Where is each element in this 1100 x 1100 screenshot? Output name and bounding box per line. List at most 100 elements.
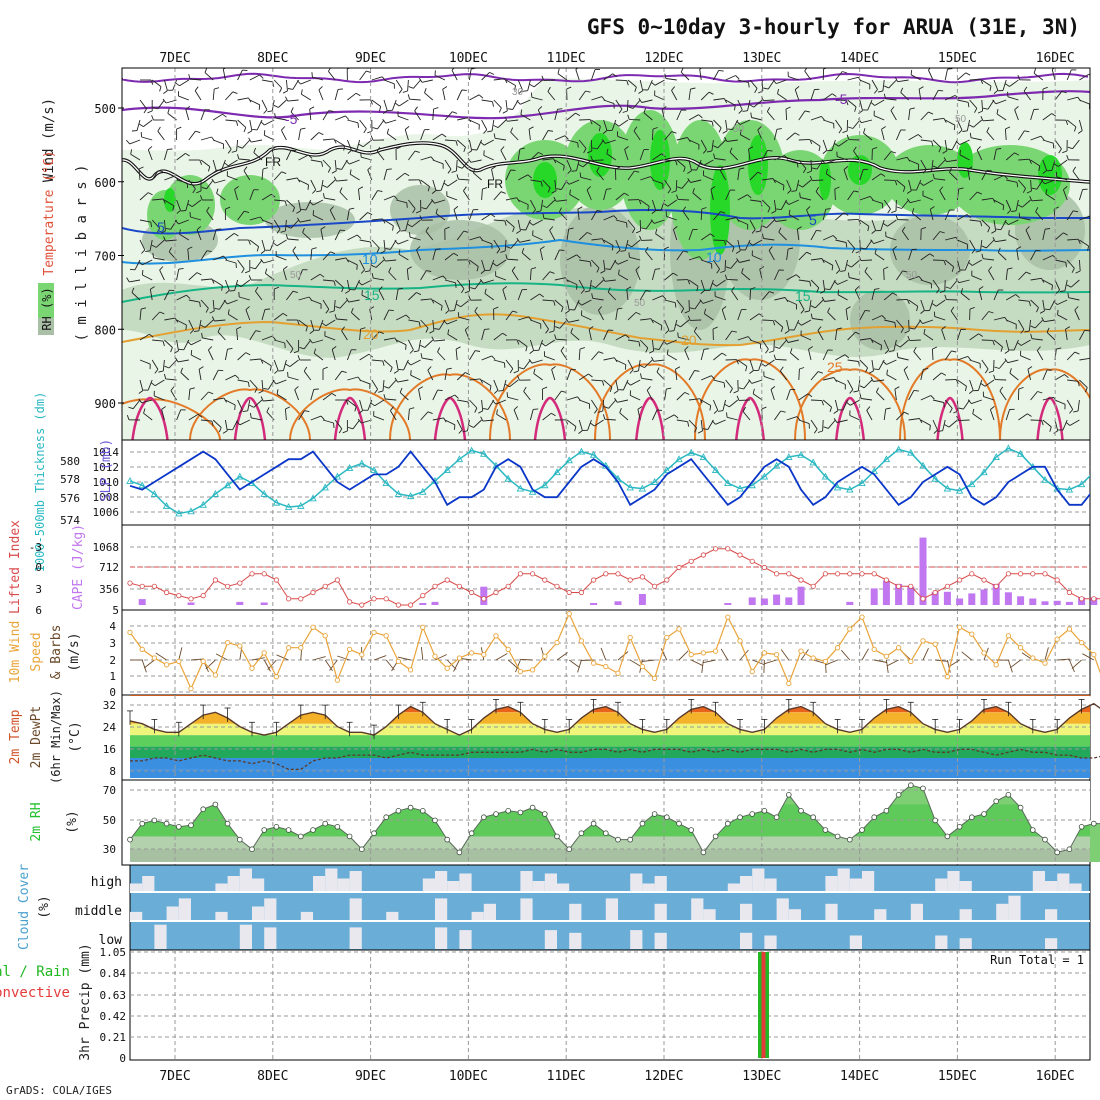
wind-barb-flag bbox=[159, 311, 165, 315]
wind-barb-flag bbox=[602, 130, 608, 134]
wind-barb bbox=[468, 69, 472, 81]
wind-barb-flag bbox=[443, 320, 448, 325]
wind-barb-flag bbox=[309, 106, 315, 110]
wind-barb bbox=[590, 69, 596, 81]
wind-barb-flag bbox=[299, 346, 305, 350]
wind-barb-flag bbox=[888, 350, 894, 352]
cloud-cell bbox=[142, 876, 155, 891]
wind10-marker bbox=[249, 665, 255, 671]
wind-barb-flag bbox=[248, 97, 252, 103]
rh-blob-bright bbox=[1038, 155, 1062, 195]
wind-barb bbox=[664, 179, 672, 190]
wind-barb bbox=[202, 337, 214, 341]
wind-barb bbox=[810, 419, 818, 430]
wind-barb-flag bbox=[283, 266, 288, 270]
lifted-index-line bbox=[129, 548, 1100, 606]
wind-barb bbox=[190, 354, 202, 361]
wind-barb-flag bbox=[224, 162, 229, 167]
wind-barb-flag bbox=[968, 124, 974, 128]
wind-barb bbox=[810, 159, 813, 172]
wind-barb bbox=[913, 351, 922, 361]
wind-barb-flag bbox=[804, 310, 810, 313]
wind-barb bbox=[303, 370, 312, 381]
wind-barb bbox=[810, 279, 820, 289]
cape-bar bbox=[1004, 592, 1012, 605]
wind-barb bbox=[1051, 69, 1056, 81]
wind-barb-flag bbox=[570, 327, 574, 333]
wind-barb-flag bbox=[354, 406, 357, 412]
wind-barb-flag bbox=[506, 246, 512, 249]
wind-barb-flag bbox=[248, 275, 252, 281]
wind-barb bbox=[591, 399, 598, 410]
wind10-marker bbox=[981, 650, 987, 656]
wind-barb bbox=[1079, 239, 1089, 247]
wind-barb-flag bbox=[687, 421, 690, 427]
wind-barb bbox=[170, 390, 177, 401]
wind-barb bbox=[237, 399, 243, 411]
wind-barb bbox=[835, 354, 846, 361]
wind-barb bbox=[731, 290, 739, 301]
wind-barb bbox=[287, 376, 299, 381]
li-marker bbox=[371, 596, 377, 602]
wind-barb bbox=[242, 139, 251, 149]
wind-barb-flag bbox=[309, 338, 313, 344]
wind-barb bbox=[507, 119, 519, 122]
temp-contour-30 bbox=[835, 396, 865, 440]
wind-barb bbox=[956, 119, 963, 131]
wind-barb bbox=[147, 149, 153, 161]
wind-barb bbox=[447, 179, 458, 187]
rh2m-marker bbox=[834, 833, 841, 840]
wind-barb-flag bbox=[335, 305, 341, 309]
wind-barb bbox=[139, 99, 147, 110]
wind-barb bbox=[810, 139, 821, 147]
wind-barb bbox=[617, 259, 629, 265]
wind-barb-flag bbox=[904, 411, 909, 415]
wind-barb bbox=[908, 134, 919, 141]
wind-barb bbox=[595, 279, 604, 288]
wind-barb bbox=[920, 139, 932, 142]
wind-barb bbox=[531, 359, 543, 364]
cape-bar bbox=[919, 537, 927, 605]
wind-barb-flag bbox=[710, 375, 716, 380]
wind10-barb bbox=[660, 648, 668, 661]
wind-barb bbox=[700, 91, 710, 101]
wind-barb bbox=[261, 379, 264, 392]
wind-barb-flag bbox=[374, 389, 378, 394]
wind-barb bbox=[724, 259, 727, 272]
wind-barb-flag bbox=[969, 306, 975, 310]
thickness-marker bbox=[211, 490, 220, 497]
wind-barb bbox=[299, 219, 311, 223]
wind-barb-flag bbox=[650, 81, 656, 86]
wind-barb-flag bbox=[206, 250, 212, 253]
li-marker bbox=[615, 571, 621, 577]
wind-barb bbox=[151, 79, 162, 87]
wind10-marker bbox=[615, 670, 621, 676]
wind-barb bbox=[774, 297, 786, 301]
contour-label-rh50d: 50 bbox=[634, 298, 646, 309]
wind-barb-flag bbox=[502, 286, 507, 290]
wind-barb-flag bbox=[992, 340, 995, 346]
wind-barb bbox=[420, 156, 432, 161]
thickness-marker bbox=[589, 450, 598, 458]
wind-barb-flag bbox=[291, 149, 297, 152]
wind-barb-flag bbox=[296, 80, 301, 85]
cloud-cell bbox=[349, 898, 362, 920]
wind-barb-flag bbox=[614, 357, 618, 363]
wind-barb-flag bbox=[842, 130, 848, 134]
wind-barb-flag bbox=[780, 326, 784, 332]
wind-barb-flag bbox=[382, 218, 386, 224]
wind-barb-flag bbox=[242, 69, 248, 72]
wind-barb-flag bbox=[847, 272, 850, 278]
wind-barb-flag bbox=[833, 410, 839, 414]
wind-barb bbox=[298, 179, 309, 186]
wind-barb bbox=[237, 352, 247, 361]
wind-barb-flag bbox=[138, 398, 142, 404]
wind-barb bbox=[322, 279, 335, 282]
wind-barb bbox=[624, 239, 629, 251]
cloud-cell bbox=[727, 883, 740, 891]
wind10-barb bbox=[141, 659, 147, 673]
cape-bar bbox=[968, 593, 976, 605]
wind-barb bbox=[468, 139, 473, 151]
wind-barb-flag bbox=[739, 167, 745, 170]
wind-barb bbox=[1079, 99, 1090, 105]
